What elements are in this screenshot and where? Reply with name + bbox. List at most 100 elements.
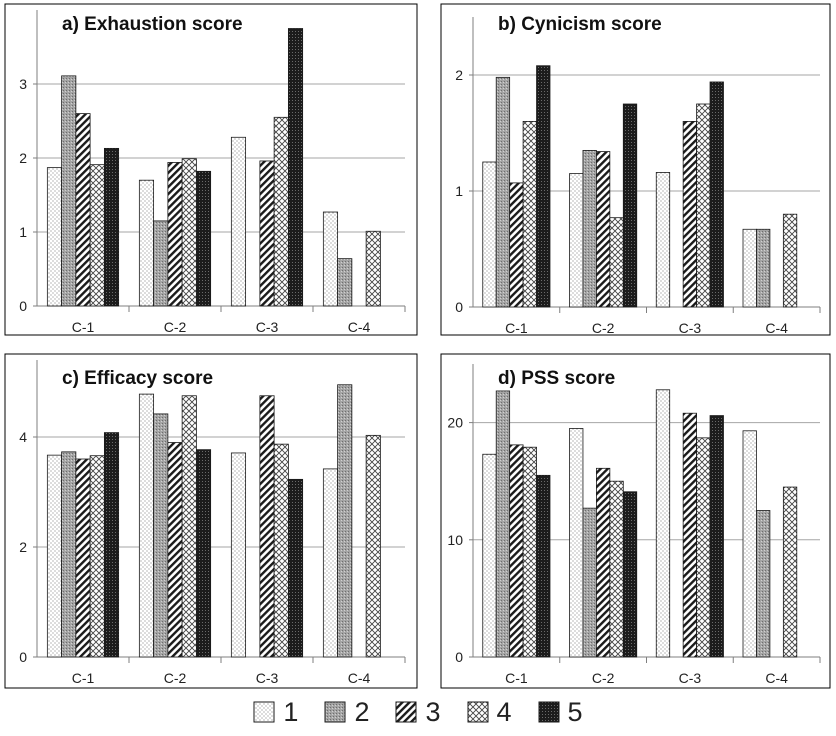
panel-border [440, 353, 831, 689]
bar-c-1-series-4 [89, 455, 105, 658]
bar-c-2-series-4 [181, 395, 197, 658]
bar-c-2-series-2 [153, 413, 169, 658]
bar-c-3-series-1 [230, 452, 247, 658]
x-tick-label: C-3 [679, 670, 702, 686]
bar-c-4-series-4 [365, 434, 381, 658]
y-tick-label: 0 [455, 299, 463, 315]
bar-c-3-series-3 [259, 160, 275, 307]
bar-c-1-series-4 [522, 121, 537, 308]
legend-swatch [253, 701, 275, 723]
x-tick-label: C-3 [256, 319, 279, 335]
bar-c-4-series-4 [782, 213, 798, 308]
bar-c-3-series-3 [259, 395, 275, 658]
bar-c-2-series-1 [569, 428, 584, 658]
bar-c-2-series-3 [596, 151, 611, 308]
bar-c-1-series-1 [482, 453, 497, 658]
bar-c-2-series-3 [167, 162, 183, 307]
legend-item-2: 2 [324, 697, 369, 728]
chart-title: c) Efficacy score [62, 368, 213, 389]
bar-c-1-series-3 [509, 444, 524, 658]
bar-c-4-series-1 [742, 228, 757, 308]
x-tick-label: C-3 [256, 670, 279, 686]
bar-c-3-series-4 [696, 103, 711, 308]
bar-c-3-series-3 [682, 412, 697, 658]
bar-c-1-series-2 [61, 451, 77, 658]
bar-c-4-series-2 [337, 384, 353, 658]
bar-c-2-series-2 [582, 149, 597, 308]
x-tick-label: C-1 [72, 670, 95, 686]
bar-c-4-series-1 [322, 211, 339, 307]
y-tick-label: 2 [19, 150, 27, 166]
legend-label: 4 [496, 696, 512, 727]
bar-c-1-series-2 [495, 390, 511, 658]
chart-panel-2: 0 1 2 C-1 C-2 C-3 C-4 b) Cynicism score [440, 3, 831, 336]
bar-c-3-series-5 [287, 478, 304, 658]
legend-swatch [395, 701, 417, 723]
legend-item-5: 5 [538, 697, 583, 728]
x-tick-label: C-1 [505, 320, 528, 336]
legend-swatch [324, 701, 346, 723]
chart-panel-4: 0 10 20 C-1 C-2 C-3 C-4 d) PSS score [440, 353, 831, 689]
bar-c-2-series-1 [138, 393, 155, 658]
bar-c-2-series-4 [181, 158, 197, 307]
bar-c-1-series-4 [522, 446, 537, 658]
legend: 1 2 3 4 5 [0, 692, 836, 732]
bar-c-3-series-4 [696, 437, 711, 658]
x-tick-label: C-2 [592, 670, 615, 686]
chart-title: b) Cynicism score [498, 14, 662, 35]
bar-c-4-series-4 [782, 486, 798, 658]
x-tick-label: C-4 [348, 670, 371, 686]
legend-swatch [538, 701, 560, 723]
bar-c-1-series-3 [509, 182, 524, 308]
y-tick-label: 2 [455, 67, 463, 83]
bar-c-3-series-1 [230, 136, 247, 307]
y-tick-label: 1 [455, 183, 463, 199]
bar-c-4-series-2 [337, 258, 353, 307]
x-tick-label: C-2 [164, 670, 187, 686]
bar-c-2-series-1 [569, 173, 584, 308]
bar-c-4-series-4 [365, 230, 381, 307]
bar-c-1-series-3 [75, 458, 91, 658]
bar-c-2-series-3 [596, 467, 611, 658]
bar-c-3-series-5 [287, 28, 304, 307]
bar-c-1-series-5 [103, 147, 120, 307]
bar-c-2-series-2 [582, 507, 597, 658]
x-tick-label: C-4 [765, 320, 788, 336]
bar-c-2-series-2 [153, 220, 169, 307]
bar-c-3-series-1 [655, 172, 671, 308]
legend-label: 2 [354, 696, 370, 727]
bar-c-4-series-2 [756, 228, 771, 308]
bar-c-3-series-4 [273, 443, 289, 658]
legend-item-4: 4 [467, 697, 512, 728]
x-tick-label: C-3 [679, 320, 702, 336]
y-tick-label: 3 [19, 76, 27, 92]
bar-c-1-series-1 [46, 454, 63, 658]
legend-item-1: 1 [253, 697, 298, 728]
bar-c-4-series-2 [756, 510, 771, 658]
x-tick-label: C-1 [72, 319, 95, 335]
x-tick-label: C-1 [505, 670, 528, 686]
bar-c-1-series-2 [495, 76, 511, 308]
bar-c-1-series-5 [536, 65, 551, 308]
legend-label: 5 [567, 696, 583, 727]
bar-c-2-series-5 [195, 449, 212, 658]
y-tick-label: 2 [19, 539, 27, 555]
bar-c-1-series-3 [75, 113, 91, 307]
chart-title: a) Exhaustion score [62, 14, 243, 35]
bar-c-2-series-3 [167, 442, 183, 658]
bar-c-3-series-5 [709, 81, 724, 308]
bar-c-3-series-5 [709, 415, 724, 658]
bar-c-2-series-5 [195, 170, 212, 307]
bar-c-1-series-5 [536, 474, 551, 658]
chart-title: d) PSS score [498, 368, 615, 389]
x-tick-label: C-2 [592, 320, 615, 336]
bar-c-2-series-1 [138, 179, 155, 307]
y-tick-label: 10 [447, 532, 463, 548]
y-tick-label: 20 [447, 415, 463, 431]
bar-c-1-series-1 [482, 161, 497, 308]
panel-border [4, 353, 418, 689]
legend-item-3: 3 [395, 697, 441, 728]
bar-c-1-series-5 [103, 432, 120, 658]
bar-c-2-series-4 [609, 480, 624, 658]
